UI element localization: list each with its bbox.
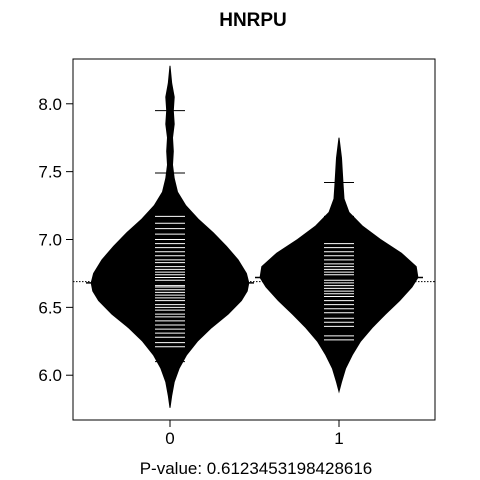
means-layer xyxy=(73,276,435,284)
plot-frame xyxy=(72,58,436,421)
y-tick-label: 6.5 xyxy=(38,298,62,317)
beans-layer xyxy=(90,65,419,408)
y-axis: 6.0 6.5 7.0 7.5 8.0 xyxy=(38,95,73,385)
chart-title: HNRPU xyxy=(219,10,287,31)
x-tick-label: 0 xyxy=(165,429,174,448)
y-tick-label: 8.0 xyxy=(38,95,62,114)
y-tick-label: 7.5 xyxy=(38,163,62,182)
y-tick-label: 7.0 xyxy=(38,231,62,250)
y-tick-label: 6.0 xyxy=(38,366,62,385)
x-axis-label: P-value: 0.6123453198428616 xyxy=(140,459,373,478)
bean-group-1 xyxy=(259,137,419,394)
x-tick-label: 1 xyxy=(334,429,343,448)
observations-layer xyxy=(155,110,354,363)
bean-group-0 xyxy=(90,65,250,408)
